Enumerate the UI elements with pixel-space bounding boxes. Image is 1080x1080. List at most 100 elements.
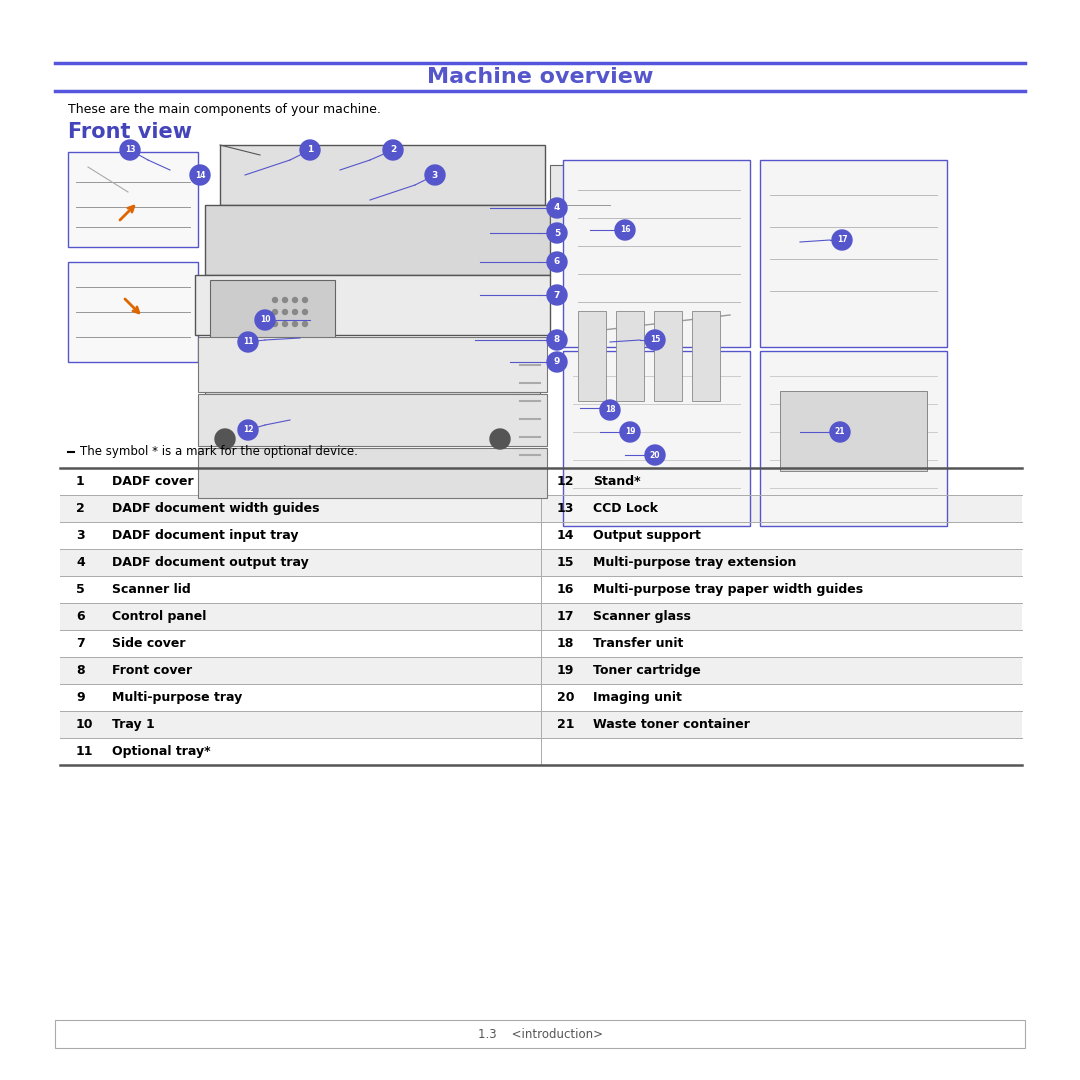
Circle shape [490, 429, 510, 449]
Text: 17: 17 [837, 235, 848, 244]
Circle shape [383, 140, 403, 160]
Text: 6: 6 [554, 257, 561, 267]
Circle shape [272, 297, 278, 302]
Circle shape [546, 252, 567, 272]
Circle shape [238, 420, 258, 440]
Bar [68, 262, 198, 362]
Bar [205, 387, 540, 435]
Text: 4: 4 [76, 556, 84, 569]
Text: 2: 2 [390, 146, 396, 154]
Bar [60, 630, 1022, 657]
Bar [195, 275, 550, 335]
Bar [563, 351, 750, 526]
Text: 5: 5 [76, 583, 84, 596]
Text: Control panel: Control panel [112, 610, 206, 623]
Bar [68, 152, 198, 247]
Bar [550, 165, 610, 240]
Bar [60, 603, 1022, 630]
Text: These are the main components of your machine.: These are the main components of your ma… [68, 103, 381, 116]
Circle shape [302, 297, 308, 302]
Text: 19: 19 [557, 664, 575, 677]
Text: 10: 10 [76, 718, 94, 731]
Circle shape [546, 222, 567, 243]
Text: Front cover: Front cover [112, 664, 192, 677]
Text: 1.3    <introduction>: 1.3 <introduction> [477, 1027, 603, 1040]
Text: 7: 7 [76, 637, 84, 650]
Text: 5: 5 [554, 229, 561, 238]
Bar [616, 311, 644, 401]
Text: 11: 11 [243, 337, 253, 347]
Text: Optional tray*: Optional tray* [112, 745, 211, 758]
Text: The symbol * is a mark for the optional device.: The symbol * is a mark for the optional … [80, 445, 357, 459]
Circle shape [283, 322, 287, 326]
Circle shape [120, 140, 140, 160]
Bar [198, 337, 546, 392]
Text: Front view: Front view [68, 122, 192, 141]
Text: Machine overview: Machine overview [427, 67, 653, 87]
Text: Multi-purpose tray: Multi-purpose tray [112, 691, 242, 704]
Circle shape [546, 330, 567, 350]
Text: Scanner glass: Scanner glass [593, 610, 691, 623]
Text: 1: 1 [307, 146, 313, 154]
Text: 17: 17 [557, 610, 575, 623]
Circle shape [645, 445, 665, 465]
Text: 10: 10 [260, 315, 270, 324]
Text: Toner cartridge: Toner cartridge [593, 664, 701, 677]
Text: 4: 4 [554, 203, 561, 213]
Circle shape [426, 165, 445, 185]
Text: 16: 16 [557, 583, 575, 596]
Circle shape [832, 230, 852, 249]
Circle shape [293, 322, 297, 326]
Circle shape [272, 322, 278, 326]
Bar [60, 738, 1022, 765]
Text: Multi-purpose tray extension: Multi-purpose tray extension [593, 556, 796, 569]
Bar [55, 1020, 1025, 1048]
Text: CCD Lock: CCD Lock [593, 502, 658, 515]
Text: 20: 20 [557, 691, 575, 704]
Text: DADF document output tray: DADF document output tray [112, 556, 309, 569]
Text: DADF document input tray: DADF document input tray [112, 529, 298, 542]
Bar [760, 160, 947, 347]
Circle shape [546, 285, 567, 305]
Text: 3: 3 [432, 171, 438, 179]
Text: 16: 16 [620, 226, 631, 234]
Text: 14: 14 [557, 529, 575, 542]
Text: 9: 9 [76, 691, 84, 704]
Circle shape [293, 310, 297, 314]
Text: 1: 1 [76, 475, 84, 488]
Text: 11: 11 [76, 745, 94, 758]
Text: 18: 18 [557, 637, 575, 650]
Circle shape [190, 165, 210, 185]
Text: Scanner lid: Scanner lid [112, 583, 191, 596]
Text: 21: 21 [557, 718, 575, 731]
Bar [60, 549, 1022, 576]
Circle shape [546, 198, 567, 218]
Text: 18: 18 [605, 405, 616, 415]
Text: 12: 12 [243, 426, 253, 434]
Bar [220, 145, 545, 205]
Bar [198, 394, 546, 446]
Bar [210, 280, 335, 340]
Text: Multi-purpose tray paper width guides: Multi-purpose tray paper width guides [593, 583, 863, 596]
Circle shape [302, 310, 308, 314]
Text: 21: 21 [835, 428, 846, 436]
Text: 20: 20 [650, 450, 660, 459]
Circle shape [600, 400, 620, 420]
Text: Tray 1: Tray 1 [112, 718, 154, 731]
Text: 15: 15 [557, 556, 575, 569]
Bar [60, 495, 1022, 522]
Text: Output support: Output support [593, 529, 701, 542]
Text: 2: 2 [76, 502, 84, 515]
Text: 8: 8 [76, 664, 84, 677]
Bar [60, 684, 1022, 711]
Circle shape [615, 220, 635, 240]
Circle shape [831, 422, 850, 442]
Bar [563, 160, 750, 347]
Circle shape [255, 310, 275, 330]
Bar [60, 522, 1022, 549]
Text: DADF document width guides: DADF document width guides [112, 502, 320, 515]
Text: 13: 13 [557, 502, 575, 515]
Bar [205, 205, 550, 275]
Circle shape [645, 330, 665, 350]
Bar [60, 711, 1022, 738]
